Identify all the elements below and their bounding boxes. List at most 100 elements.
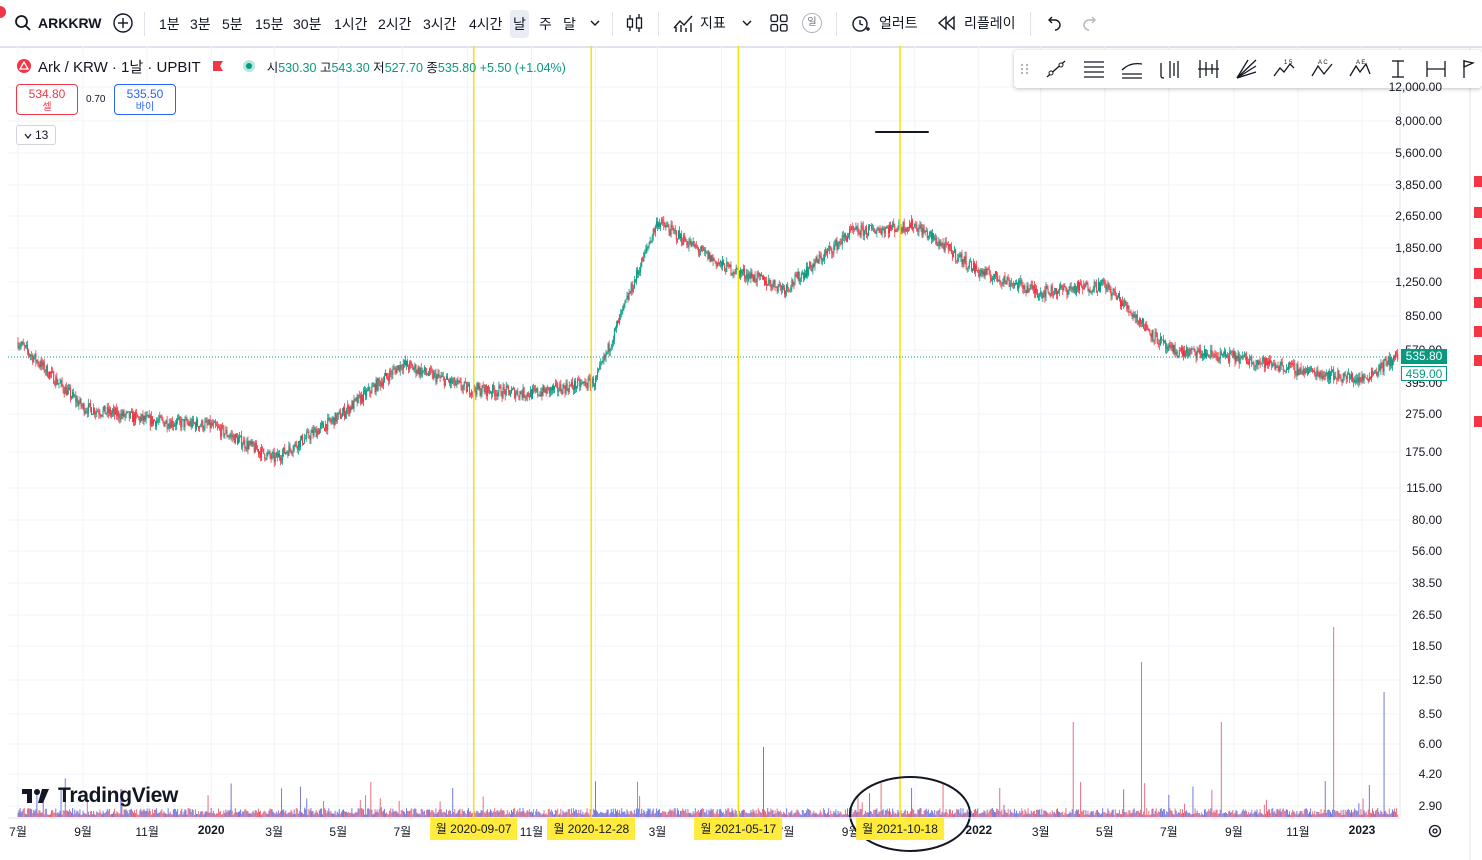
sell-button[interactable]: 534.80 셀 [16, 84, 78, 115]
parallel-channel-icon[interactable] [1120, 58, 1144, 80]
date-range-icon[interactable] [1424, 58, 1448, 80]
volume-bar [1321, 813, 1323, 817]
candle-body [1335, 376, 1337, 379]
volume-bar [333, 814, 335, 817]
elliott-wave-icon[interactable]: 1 5 [1272, 58, 1296, 80]
candle-body [1343, 373, 1345, 378]
date-price-range-icon[interactable] [1386, 58, 1410, 80]
timeframe-week[interactable]: 주 [539, 16, 552, 32]
candle-body [724, 264, 726, 272]
volume-bar [952, 810, 953, 817]
replay-button[interactable]: 리플레이 [937, 0, 1016, 46]
drag-handle-icon[interactable] [1018, 58, 1032, 80]
candle-body [351, 401, 353, 410]
replay-label: 리플레이 [964, 15, 1016, 31]
volume-bar [979, 813, 981, 817]
volume-bar [587, 812, 589, 817]
volume-bar [337, 813, 339, 817]
flag-icon[interactable] [211, 59, 225, 73]
volume-bar [418, 813, 420, 817]
candle-body [1261, 360, 1263, 363]
volume-bar [114, 808, 116, 817]
volume-bar [312, 810, 314, 817]
timeframe-4h[interactable]: 4시간 [469, 16, 503, 32]
timeframe-30m[interactable]: 30분 [293, 16, 322, 32]
timeframe-dropdown[interactable] [589, 0, 601, 46]
volume-bar [1218, 813, 1220, 817]
volume-bar [980, 813, 982, 817]
indicators-dropdown[interactable] [741, 0, 753, 46]
candle-body [1223, 351, 1225, 354]
trend-line-icon[interactable] [1044, 58, 1068, 80]
volume-bar [81, 814, 83, 817]
volume-bar [479, 813, 481, 817]
volume-bar [688, 812, 690, 817]
redo-button[interactable] [1082, 0, 1100, 46]
candle-body [338, 411, 340, 413]
candle-body [698, 251, 700, 253]
volume-bar [1372, 808, 1373, 817]
volume-bar [335, 814, 337, 817]
volume-bar [1225, 811, 1226, 817]
candle-body [864, 227, 866, 230]
timeframe-2h[interactable]: 2시간 [378, 16, 412, 32]
volume-bar [485, 810, 487, 817]
volume-bar [1251, 809, 1253, 817]
volume-bar [1397, 814, 1399, 817]
timeframe-5m[interactable]: 5분 [222, 16, 243, 32]
candle-body [542, 385, 544, 396]
compare-button[interactable] [112, 0, 134, 46]
timeframe-1h[interactable]: 1시간 [334, 16, 368, 32]
settings-gear-icon[interactable] [1427, 823, 1443, 839]
volume-bar [719, 808, 721, 817]
abcd-pattern-icon[interactable]: A C [1310, 58, 1334, 80]
candle-body [877, 228, 879, 230]
undo-button[interactable] [1044, 0, 1062, 46]
volume-bar [1100, 814, 1102, 817]
buy-button[interactable]: 535.50 바이 [114, 84, 176, 115]
flag-marker-icon[interactable] [1460, 58, 1478, 80]
candle-body [1275, 367, 1277, 369]
horizontal-lines-icon[interactable] [1082, 58, 1106, 80]
layout-badge[interactable]: 일 [802, 0, 822, 46]
symbol-search[interactable]: ARKKRW [14, 0, 102, 46]
volume-bar [570, 808, 572, 817]
candle-body [883, 228, 885, 234]
volume-bar [1192, 786, 1194, 817]
fib-retracement-icon[interactable] [1196, 58, 1220, 80]
volume-bar [349, 813, 351, 817]
candle-body [777, 285, 779, 292]
xabcd-pattern-icon[interactable]: A E [1348, 58, 1372, 80]
timeframe-15m[interactable]: 15분 [255, 16, 284, 32]
timeframe-month[interactable]: 달 [563, 16, 576, 32]
indicators-collapse-button[interactable]: 13 [16, 125, 56, 145]
volume-bar [329, 812, 331, 817]
timeframe-1m[interactable]: 1분 [159, 16, 180, 32]
pitchfork-icon[interactable] [1158, 58, 1182, 80]
time-tick-label: 3월 [265, 825, 284, 839]
candle-body [1339, 376, 1341, 378]
alert-button[interactable]: 얼러트 [850, 0, 918, 46]
volume-bar [1265, 799, 1267, 817]
symbol-title[interactable]: Ark / KRW · 1날 · UPBIT [38, 58, 201, 76]
volume-bar [932, 811, 934, 817]
candle-body [17, 341, 19, 348]
timeframe-3h[interactable]: 3시간 [423, 16, 457, 32]
volume-bar [135, 813, 137, 817]
timeframe-day[interactable]: 날 [510, 10, 529, 38]
sell-label: 셀 [42, 102, 52, 113]
volume-bar [1330, 811, 1331, 817]
volume-bar [242, 811, 244, 817]
layouts-button[interactable] [769, 0, 789, 46]
candle-body [1078, 282, 1079, 291]
chart-type-button[interactable] [624, 0, 646, 46]
indicators-button[interactable]: 지표 [672, 0, 726, 46]
candle-body [886, 227, 888, 229]
volume-bar [1256, 809, 1258, 817]
volume-bar [585, 811, 587, 817]
gann-fan-icon[interactable] [1234, 58, 1258, 80]
candle-body [393, 368, 395, 370]
timeframe-3m[interactable]: 3분 [190, 16, 211, 32]
candle-body [882, 228, 884, 230]
